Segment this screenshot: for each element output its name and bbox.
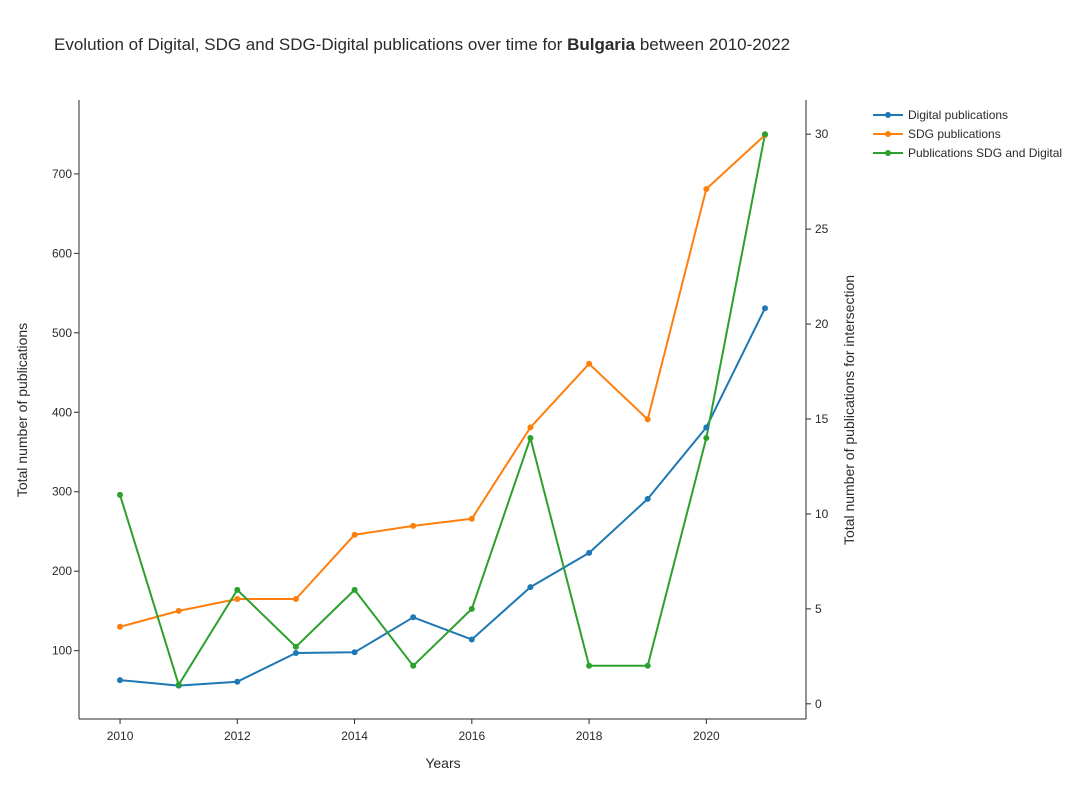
series-3-point — [234, 586, 241, 593]
series-3-point — [351, 586, 358, 593]
series-3-point — [175, 681, 182, 688]
series-lines — [119, 134, 766, 687]
chart-title-prefix: Evolution of Digital, SDG and SDG-Digita… — [54, 35, 567, 54]
series-3-point — [762, 131, 768, 138]
y-axis-right-label: Total number of publications for interse… — [841, 275, 857, 545]
legend-swatch-marker — [885, 150, 891, 156]
axes — [74, 100, 811, 724]
legend-swatch-marker — [885, 112, 891, 118]
series-2-point — [234, 596, 241, 602]
y-left-tick-label: 500 — [52, 326, 72, 340]
legend: Digital publications SDG publications Publ… — [873, 108, 1062, 160]
series-3-point — [117, 491, 123, 498]
series-3-point — [292, 643, 299, 650]
y-left-tick-label: 300 — [52, 485, 72, 499]
chart-title: Evolution of Digital, SDG and SDG-Digita… — [54, 35, 790, 54]
y-right-tick-label: 15 — [815, 412, 829, 426]
series-2-point — [292, 596, 299, 602]
series-1-point — [351, 649, 358, 656]
series-3-point — [410, 662, 417, 669]
y-left-tick-label: 700 — [52, 167, 72, 181]
series-line-1 — [119, 307, 766, 687]
y-left-tick-label: 200 — [52, 564, 72, 578]
series-2-point — [644, 416, 651, 423]
chart-title-country: Bulgaria — [567, 35, 636, 54]
series-2-point — [351, 531, 358, 538]
series-points — [117, 131, 768, 689]
y-axis-left-label: Total number of publications — [14, 323, 30, 497]
legend-entry-2: SDG publications — [908, 127, 1001, 141]
series-2-point — [586, 360, 593, 367]
series-line-2 — [119, 134, 766, 628]
series-2-point — [117, 623, 123, 630]
y-right-tick-label: 5 — [815, 602, 822, 616]
y-left-tick-label: 100 — [52, 644, 72, 658]
series-1-point — [292, 650, 299, 656]
series-1-point — [703, 424, 710, 431]
series-1-point — [234, 678, 241, 685]
x-axis-label: Years — [425, 755, 460, 771]
series-3-point — [527, 435, 534, 441]
legend-entry-1: Digital publications — [908, 108, 1008, 122]
y-right-tick-label: 0 — [815, 697, 822, 711]
x-tick-label: 2018 — [576, 729, 603, 743]
x-tick-label: 2010 — [107, 729, 134, 743]
x-tick-label: 2014 — [341, 729, 368, 743]
y-right-tick-label: 30 — [815, 127, 829, 141]
series-2-point — [468, 515, 475, 522]
series-3-point — [586, 662, 593, 669]
series-2-point — [527, 424, 534, 431]
chart-title-suffix: between 2010-2022 — [635, 35, 790, 54]
y-right-tick-label: 25 — [815, 222, 829, 236]
series-1-point — [527, 584, 534, 591]
series-3-point — [468, 605, 475, 612]
x-tick-label: 2020 — [693, 729, 720, 743]
series-3-point — [703, 435, 710, 441]
legend-swatch-marker — [885, 131, 891, 137]
tick-labels: 2010 2012 2014 2016 2018 20201002003004005006… — [52, 127, 829, 743]
y-left-tick-label: 400 — [52, 405, 72, 419]
x-tick-label: 2012 — [224, 729, 251, 743]
y-right-tick-label: 10 — [815, 507, 829, 521]
series-line-3 — [119, 134, 766, 686]
y-left-tick-label: 600 — [52, 246, 72, 260]
series-1-point — [644, 495, 651, 502]
y-right-tick-label: 20 — [815, 317, 829, 331]
series-2-point — [175, 607, 182, 614]
x-tick-label: 2016 — [458, 729, 485, 743]
series-1-point — [117, 677, 123, 684]
series-1-point — [468, 636, 475, 643]
series-3-point — [644, 662, 651, 669]
series-1-point — [410, 614, 417, 621]
series-2-point — [703, 186, 710, 192]
legend-entry-3: Publications SDG and Digital — [908, 146, 1062, 160]
series-1-point — [586, 549, 593, 556]
series-1-point — [762, 305, 768, 312]
series-2-point — [410, 522, 417, 529]
